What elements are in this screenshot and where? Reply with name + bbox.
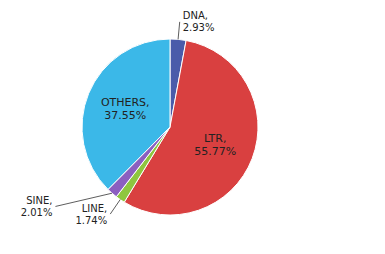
slice [82, 39, 170, 189]
leader-line [178, 22, 180, 40]
data-label: OTHERS,37.55% [101, 96, 150, 122]
leader-line [110, 200, 120, 215]
chart: DNA,2.93% LTR,55.77% LINE,1.74% SINE,2.01% O… [0, 0, 385, 254]
data-label: LTR,55.77% [194, 132, 236, 158]
leader-line [55, 193, 112, 206]
data-label: SINE,2.01% [21, 195, 53, 218]
data-label: LINE,1.74% [75, 203, 107, 226]
labels: DNA,2.93% LTR,55.77% LINE,1.74% SINE,2.01% O… [21, 10, 237, 225]
slices [82, 39, 258, 215]
data-label: DNA,2.93% [183, 10, 215, 33]
